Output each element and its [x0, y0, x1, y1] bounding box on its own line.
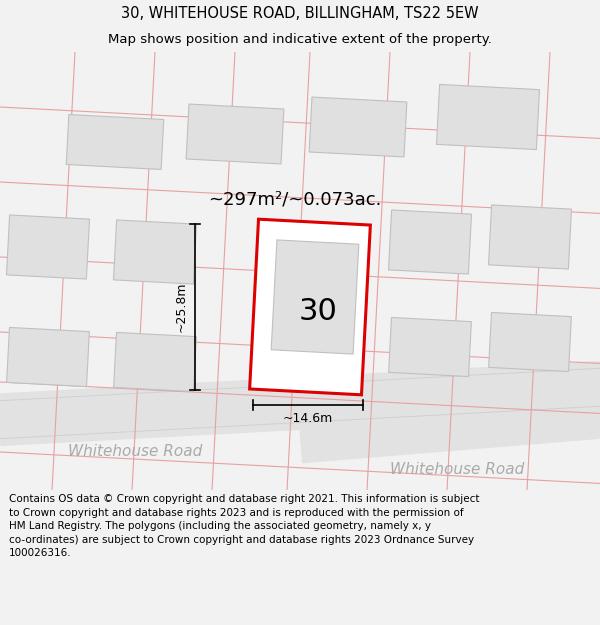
Text: ~297m²/~0.073ac.: ~297m²/~0.073ac. — [208, 191, 382, 209]
Polygon shape — [488, 205, 572, 269]
Polygon shape — [66, 114, 164, 169]
Polygon shape — [186, 104, 284, 164]
Polygon shape — [436, 84, 539, 149]
Text: Map shows position and indicative extent of the property.: Map shows position and indicative extent… — [108, 32, 492, 46]
Text: 30, WHITEHOUSE ROAD, BILLINGHAM, TS22 5EW: 30, WHITEHOUSE ROAD, BILLINGHAM, TS22 5E… — [121, 6, 479, 21]
Polygon shape — [388, 210, 472, 274]
Polygon shape — [389, 318, 472, 376]
Text: Whitehouse Road: Whitehouse Road — [390, 462, 524, 478]
Polygon shape — [309, 97, 407, 157]
Polygon shape — [113, 220, 197, 284]
Polygon shape — [250, 219, 370, 395]
Polygon shape — [488, 312, 571, 371]
Text: Contains OS data © Crown copyright and database right 2021. This information is : Contains OS data © Crown copyright and d… — [9, 494, 479, 559]
Polygon shape — [271, 240, 359, 354]
Polygon shape — [113, 332, 196, 391]
Text: Whitehouse Road: Whitehouse Road — [68, 444, 202, 459]
Text: ~14.6m: ~14.6m — [283, 412, 333, 426]
Text: ~25.8m: ~25.8m — [175, 282, 187, 332]
Polygon shape — [7, 328, 89, 386]
Polygon shape — [7, 215, 89, 279]
Text: 30: 30 — [299, 298, 337, 326]
